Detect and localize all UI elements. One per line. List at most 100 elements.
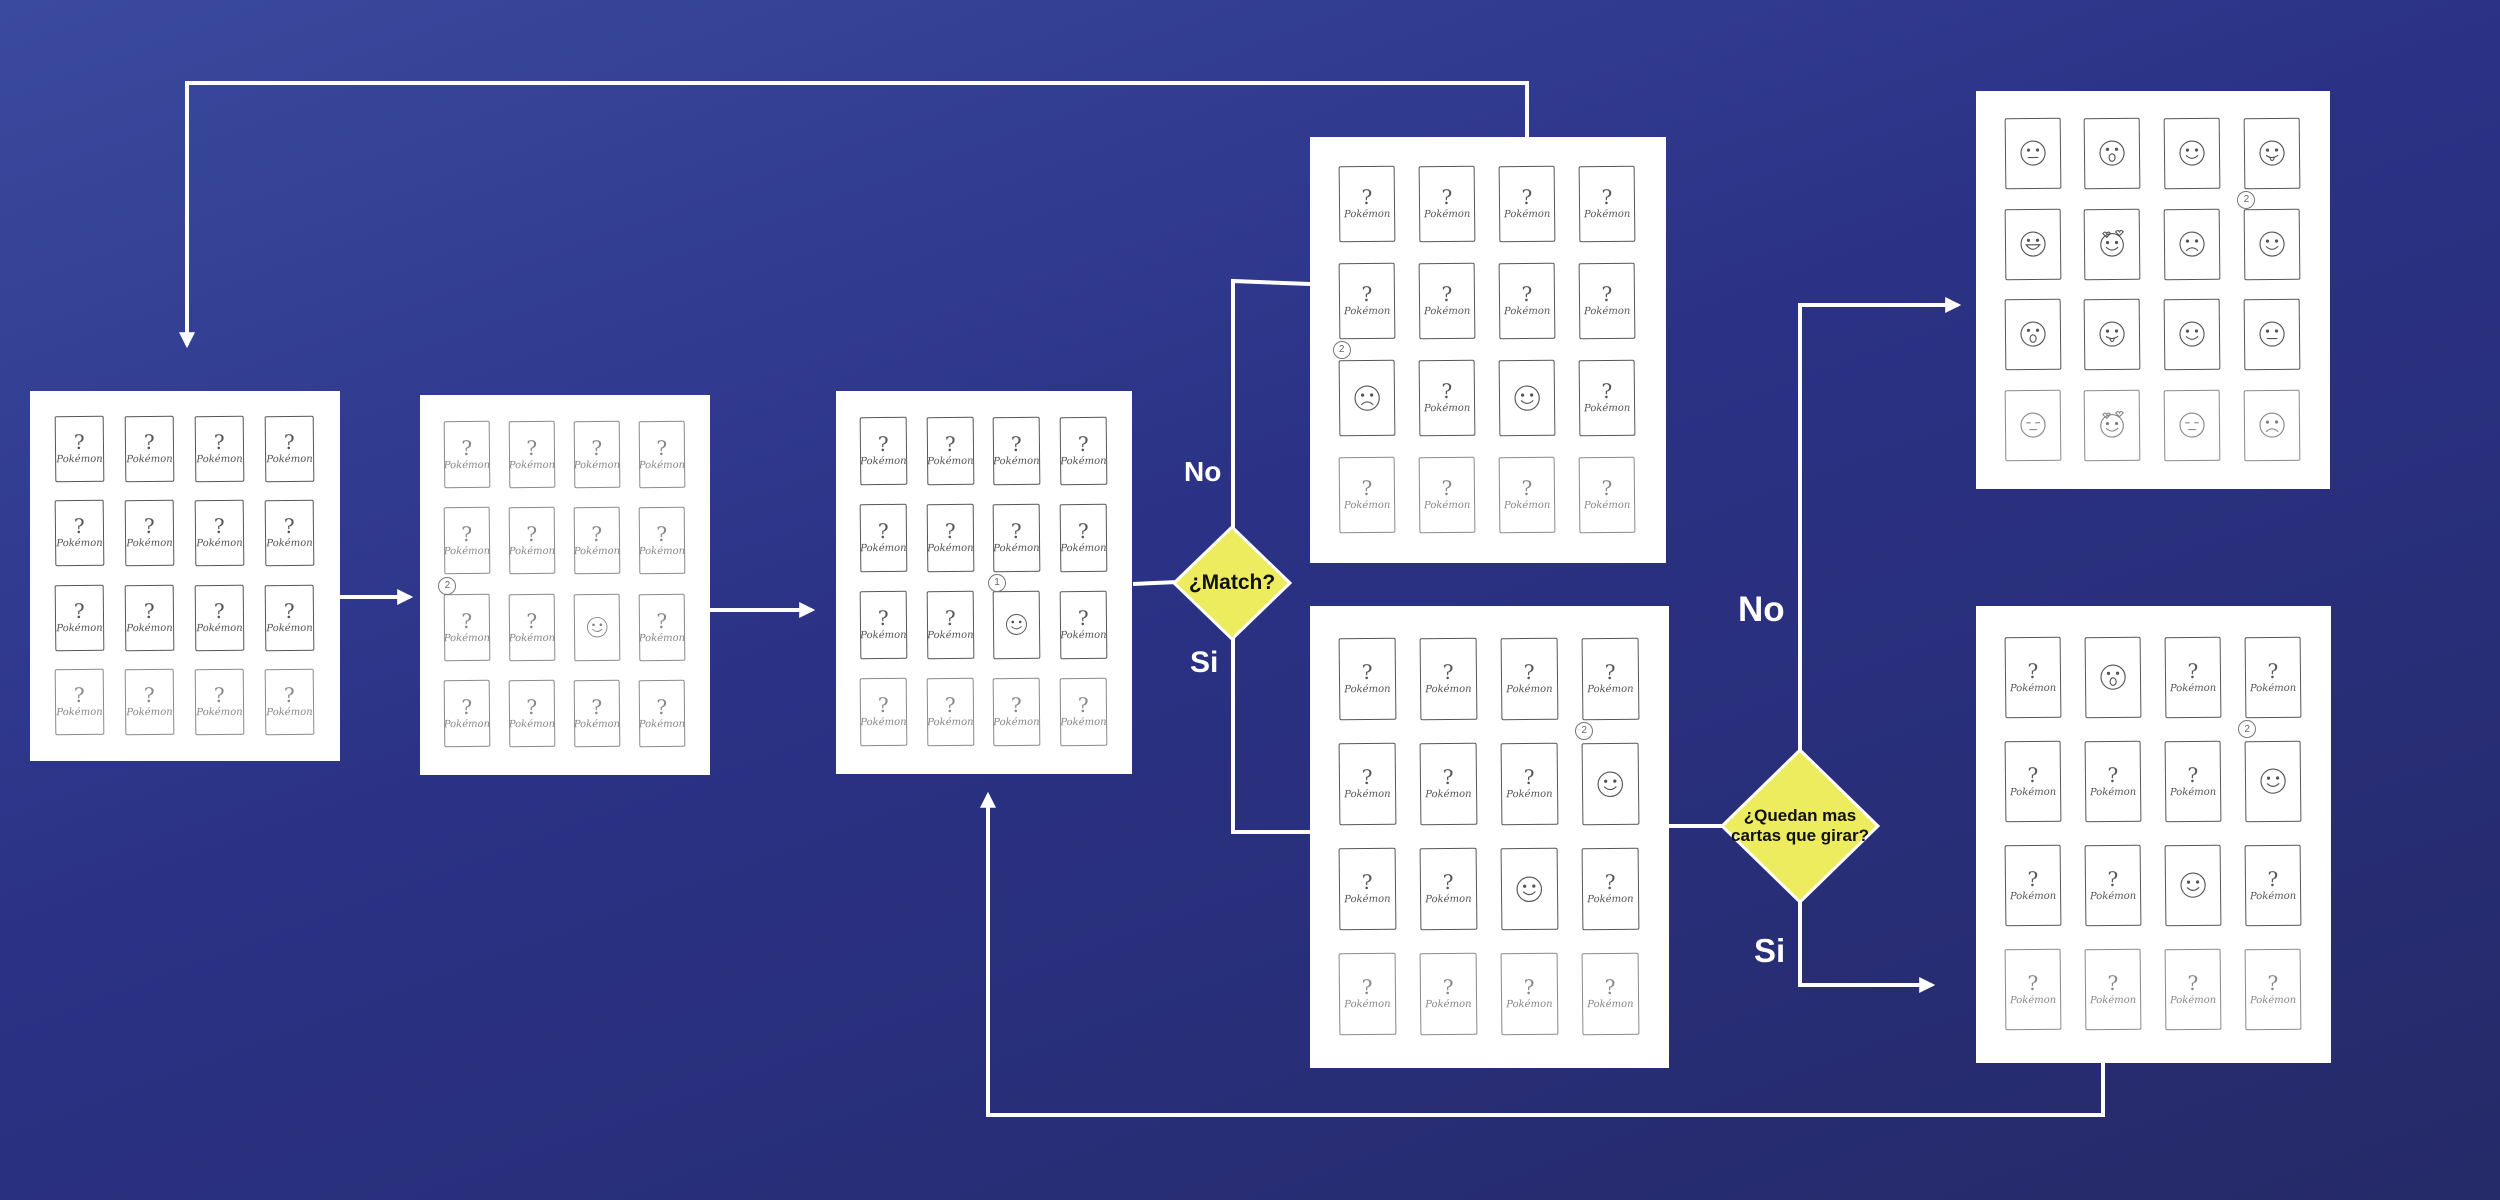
question-mark: ? [1441, 185, 1453, 210]
face-up-card [2163, 298, 2221, 371]
card-label: Pokémon [860, 630, 907, 643]
card-label: Pokémon [443, 719, 490, 731]
grid-cell: ? Pokémon [115, 494, 185, 578]
face-down-card: ? Pokémon [1338, 637, 1397, 720]
face-down-card: ? Pokémon [443, 420, 490, 489]
face-down-card: ? Pokémon [1418, 165, 1476, 242]
face-up-card [2163, 389, 2221, 461]
step-number: 2 [2237, 190, 2256, 209]
card-label: Pokémon [1425, 893, 1472, 906]
grid-cell: ? Pokémon [2154, 733, 2234, 837]
grid-cell: ? Pokémon [1328, 158, 1408, 255]
question-mark: ? [591, 695, 603, 720]
card-label: Pokémon [1344, 893, 1391, 906]
face-down-card: ? Pokémon [54, 415, 105, 483]
card-grid: ? Pokémon? Pokémon? Pokémon? Pokémon? Pokémon… [46, 410, 325, 747]
face-down-card: ? Pokémon [508, 420, 555, 489]
grid-cell [2154, 837, 2234, 941]
grid-cell [2153, 292, 2233, 383]
face-down-card: ? Pokémon [2084, 844, 2142, 927]
question-mark: ? [74, 430, 86, 455]
card-label: Pokémon [2009, 786, 2057, 799]
face-down-card: ? Pokémon [54, 584, 105, 651]
face-up-card [2243, 208, 2300, 280]
grid-cell: ? Pokémon [115, 578, 185, 662]
face-down-card: ? Pokémon [1059, 503, 1107, 573]
decision-remaining-label: ¿Quedan mas cartas que girar? [1731, 806, 1869, 845]
grin-icon [2020, 231, 2046, 257]
question-mark: ? [74, 514, 86, 539]
face-down-card: ? Pokémon [1059, 591, 1107, 660]
card-label: Pokémon [265, 454, 313, 466]
smile-icon [2259, 231, 2285, 257]
question-mark: ? [74, 682, 86, 708]
question-mark: ? [1441, 379, 1453, 404]
step-number: 2 [2238, 720, 2257, 739]
grid-cell: ? Pokémon [2233, 941, 2313, 1045]
card-label: Pokémon [1343, 499, 1391, 512]
card-label: Pokémon [860, 456, 907, 468]
surprised-icon [2099, 140, 2125, 167]
loop-back-to-second-flip [980, 791, 2105, 1117]
question-mark: ? [877, 432, 889, 457]
card-label: Pokémon [126, 622, 173, 635]
question-mark: ? [1601, 185, 1613, 210]
question-mark: ? [591, 522, 603, 547]
face-down-card: ? Pokémon [194, 668, 244, 735]
grid-cell: ? Pokémon [1051, 497, 1118, 584]
card-label: Pokémon [860, 543, 907, 555]
card-label: Pokémon [443, 459, 490, 472]
card-label: Pokémon [265, 622, 313, 635]
card-label: Pokémon [56, 622, 103, 635]
grid-cell: ? Pokémon [630, 673, 695, 759]
grid-cell: ? Pokémon [1408, 449, 1488, 546]
grid-cell: ? Pokémon [255, 494, 325, 578]
face-down-card: ? Pokémon [1578, 456, 1636, 533]
question-mark: ? [1441, 476, 1453, 501]
card-label: Pokémon [1424, 499, 1471, 512]
face-down-card: ? Pokémon [573, 680, 621, 748]
question-mark: ? [213, 682, 225, 708]
question-mark: ? [526, 522, 538, 547]
decision-match: ¿Match? [1172, 525, 1292, 641]
face-up-card [2244, 740, 2301, 823]
question-mark: ? [1523, 765, 1535, 790]
step-number: 2 [1575, 721, 1594, 740]
card-label: Pokémon [573, 719, 621, 731]
face-down-card: ? Pokémon [1338, 262, 1396, 339]
question-mark: ? [656, 522, 668, 547]
question-mark: ? [283, 682, 295, 708]
question-mark: ? [2107, 971, 2119, 996]
card-label: Pokémon [2089, 786, 2137, 799]
question-mark: ? [1521, 476, 1533, 501]
face-up-card [1338, 359, 1396, 436]
face-down-card: ? Pokémon [264, 584, 314, 651]
question-mark: ? [1521, 185, 1533, 210]
grid-cell: ? Pokémon [115, 662, 185, 746]
smile-icon [1597, 770, 1623, 797]
grid-cell: ? Pokémon [630, 500, 695, 586]
face-down-card: ? Pokémon [1418, 456, 1476, 533]
smile-icon [1514, 384, 1540, 411]
question-mark: ? [1361, 476, 1373, 501]
question-mark: ? [1523, 659, 1535, 685]
grid-cell: ? Pokémon [1568, 158, 1648, 255]
grid-cell [1994, 201, 2074, 292]
card-label: Pokémon [126, 454, 173, 466]
question-mark: ? [213, 598, 225, 623]
grid-cell: ? Pokémon [1051, 672, 1118, 759]
card-grid: ? Pokémon? Pokémon? Pokémon? Pokémon? Pokémon… [1328, 629, 1651, 1049]
grid-cell: ? Pokémon [46, 410, 116, 494]
card-label: Pokémon [1060, 456, 1107, 468]
card-label: Pokémon [508, 546, 556, 558]
card-label: Pokémon [1060, 717, 1107, 730]
grid-cell [1489, 839, 1570, 944]
face-up-card [2164, 844, 2222, 927]
grid-cell: ? Pokémon [1994, 629, 2074, 733]
face-up-card [2243, 389, 2300, 461]
face-down-card: ? Pokémon [2004, 948, 2062, 1031]
grid-cell: ? Pokémon [1328, 449, 1408, 546]
face-down-card: ? Pokémon [573, 507, 620, 576]
surprised-icon [2020, 321, 2046, 348]
question-mark: ? [944, 693, 956, 719]
